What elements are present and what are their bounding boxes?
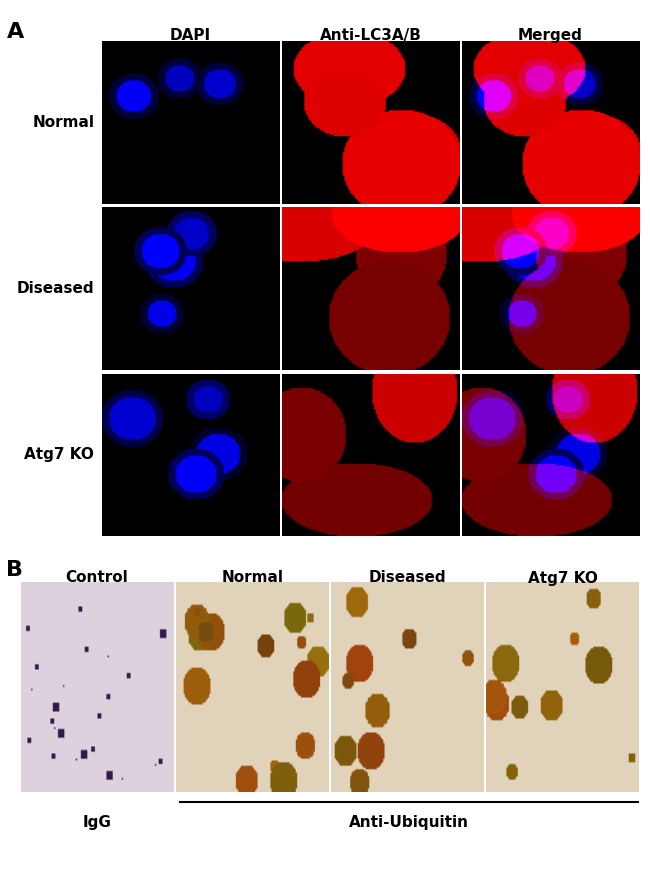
Text: Merged: Merged: [518, 28, 583, 43]
Text: Normal: Normal: [32, 115, 94, 130]
Text: Atg7 KO: Atg7 KO: [25, 447, 94, 463]
Text: B: B: [6, 560, 23, 580]
Text: Anti-Ubiquitin: Anti-Ubiquitin: [349, 815, 469, 830]
Text: IgG: IgG: [83, 815, 112, 830]
Text: Normal: Normal: [221, 570, 283, 585]
Text: Diseased: Diseased: [369, 570, 447, 585]
Text: Atg7 KO: Atg7 KO: [528, 570, 597, 585]
Text: Diseased: Diseased: [17, 281, 94, 297]
Text: A: A: [6, 22, 24, 42]
Text: Control: Control: [66, 570, 129, 585]
Text: DAPI: DAPI: [170, 28, 211, 43]
Text: Anti-LC3A/B: Anti-LC3A/B: [320, 28, 421, 43]
